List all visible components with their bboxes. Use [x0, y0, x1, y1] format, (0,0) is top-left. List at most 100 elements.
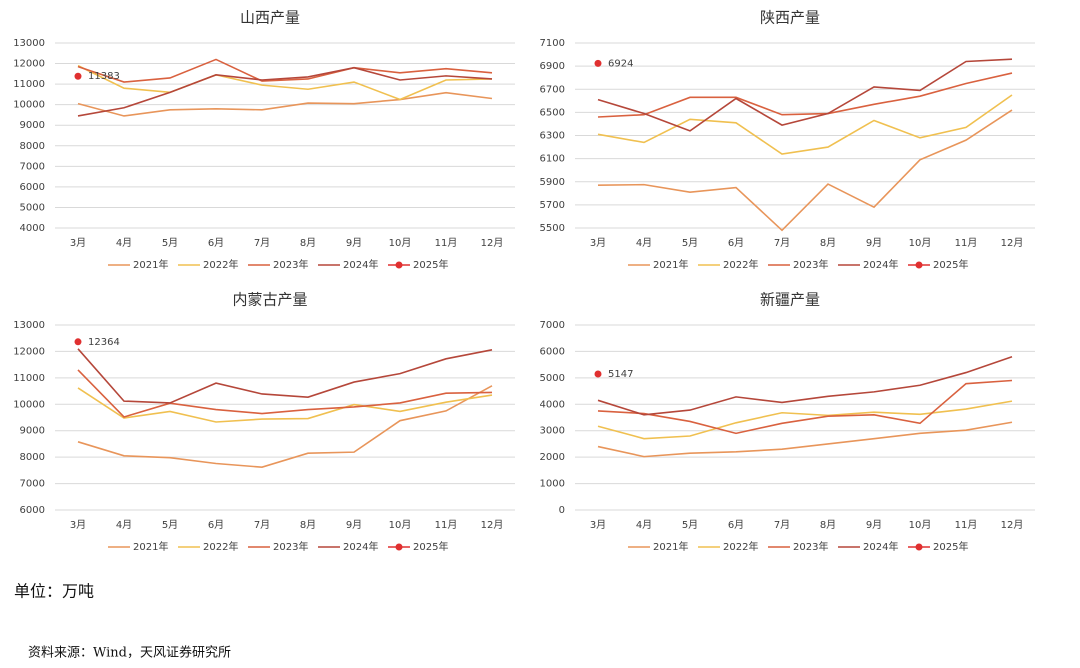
- data-label: 5147: [608, 369, 633, 380]
- legend-label: 2022年: [723, 258, 758, 271]
- y-tick-label: 0: [559, 505, 565, 516]
- legend-label: 2024年: [863, 258, 898, 271]
- x-tick-label: 4月: [636, 237, 652, 249]
- x-tick-label: 12月: [1001, 237, 1024, 249]
- y-tick-label: 7000: [20, 161, 45, 172]
- legend-marker: [395, 543, 403, 551]
- x-tick-label: 10月: [389, 519, 412, 531]
- y-tick-label: 4000: [20, 223, 45, 234]
- chart-title: 山西产量: [240, 9, 300, 27]
- legend-label: 2023年: [793, 258, 828, 271]
- y-tick-label: 5700: [540, 200, 565, 211]
- legend-label: 2023年: [273, 258, 308, 271]
- x-tick-label: 12月: [481, 519, 504, 531]
- legend-marker: [915, 261, 923, 269]
- y-tick-label: 5000: [20, 202, 45, 213]
- y-tick-label: 5000: [540, 373, 565, 384]
- y-tick-label: 10000: [13, 100, 45, 111]
- y-tick-label: 6000: [540, 346, 565, 357]
- y-tick-label: 8000: [20, 141, 45, 152]
- x-tick-label: 9月: [346, 237, 362, 249]
- x-tick-label: 12月: [481, 237, 504, 249]
- legend-label: 2024年: [343, 258, 378, 271]
- x-tick-label: 7月: [774, 519, 790, 531]
- legend-marker: [395, 261, 403, 269]
- y-tick-label: 11000: [13, 79, 45, 90]
- x-tick-label: 9月: [866, 237, 882, 249]
- chart-title: 陕西产量: [760, 9, 820, 27]
- legend-label: 2023年: [793, 540, 828, 553]
- y-tick-label: 1000: [540, 479, 565, 490]
- data-label: 12364: [88, 337, 120, 348]
- series-line: [597, 379, 1013, 435]
- x-tick-label: 8月: [820, 237, 836, 249]
- y-tick-label: 7000: [540, 320, 565, 331]
- x-tick-label: 9月: [866, 519, 882, 531]
- data-label: 11383: [88, 71, 120, 82]
- x-tick-label: 12月: [1001, 519, 1024, 531]
- y-tick-label: 11000: [13, 373, 45, 384]
- y-tick-label: 12000: [13, 59, 45, 70]
- x-tick-label: 3月: [70, 237, 86, 249]
- x-tick-label: 8月: [820, 519, 836, 531]
- series-line: [597, 109, 1013, 232]
- x-tick-label: 10月: [389, 237, 412, 249]
- legend-label: 2021年: [133, 258, 168, 271]
- x-tick-label: 9月: [346, 519, 362, 531]
- x-tick-label: 8月: [300, 519, 316, 531]
- y-tick-label: 7000: [20, 479, 45, 490]
- legend-label: 2024年: [863, 540, 898, 553]
- x-tick-label: 5月: [682, 237, 698, 249]
- y-tick-label: 7100: [540, 38, 565, 49]
- x-tick-label: 5月: [682, 519, 698, 531]
- chart-title: 内蒙古产量: [232, 291, 307, 309]
- x-tick-label: 8月: [300, 237, 316, 249]
- x-tick-label: 6月: [728, 237, 744, 249]
- series-point: [74, 72, 82, 80]
- y-tick-label: 6000: [20, 505, 45, 516]
- y-tick-label: 6300: [540, 131, 565, 142]
- x-tick-label: 6月: [208, 519, 224, 531]
- x-tick-label: 4月: [116, 519, 132, 531]
- x-tick-label: 7月: [254, 519, 270, 531]
- series-point: [594, 59, 602, 67]
- series-line: [597, 400, 1013, 440]
- series-line: [77, 387, 493, 423]
- series-line: [597, 72, 1013, 118]
- legend-label: 2023年: [273, 540, 308, 553]
- x-tick-label: 11月: [955, 519, 978, 531]
- legend-label: 2022年: [723, 540, 758, 553]
- x-tick-label: 11月: [435, 519, 458, 531]
- y-tick-label: 13000: [13, 320, 45, 331]
- y-tick-label: 9000: [20, 426, 45, 437]
- x-tick-label: 5月: [162, 237, 178, 249]
- y-tick-label: 6500: [540, 107, 565, 118]
- data-label: 6924: [608, 58, 633, 69]
- y-tick-label: 6000: [20, 182, 45, 193]
- x-tick-label: 3月: [590, 237, 606, 249]
- x-tick-label: 5月: [162, 519, 178, 531]
- x-tick-label: 10月: [909, 519, 932, 531]
- legend-label: 2025年: [933, 258, 968, 271]
- legend-label: 2025年: [413, 258, 448, 271]
- legend-label: 2021年: [133, 540, 168, 553]
- y-tick-label: 10000: [13, 399, 45, 410]
- legend-label: 2025年: [933, 540, 968, 553]
- series-line: [597, 58, 1013, 132]
- series-line: [77, 64, 493, 101]
- x-tick-label: 6月: [208, 237, 224, 249]
- y-tick-label: 13000: [13, 38, 45, 49]
- series-line: [77, 66, 493, 117]
- series-line: [597, 355, 1013, 416]
- y-tick-label: 5900: [540, 177, 565, 188]
- series-line: [597, 421, 1013, 458]
- x-tick-label: 10月: [909, 237, 932, 249]
- series-line: [597, 94, 1013, 155]
- legend-label: 2021年: [653, 258, 688, 271]
- legend-label: 2022年: [203, 540, 238, 553]
- legend-marker: [915, 543, 923, 551]
- legend-label: 2022年: [203, 258, 238, 271]
- x-tick-label: 7月: [774, 237, 790, 249]
- y-tick-label: 6700: [540, 84, 565, 95]
